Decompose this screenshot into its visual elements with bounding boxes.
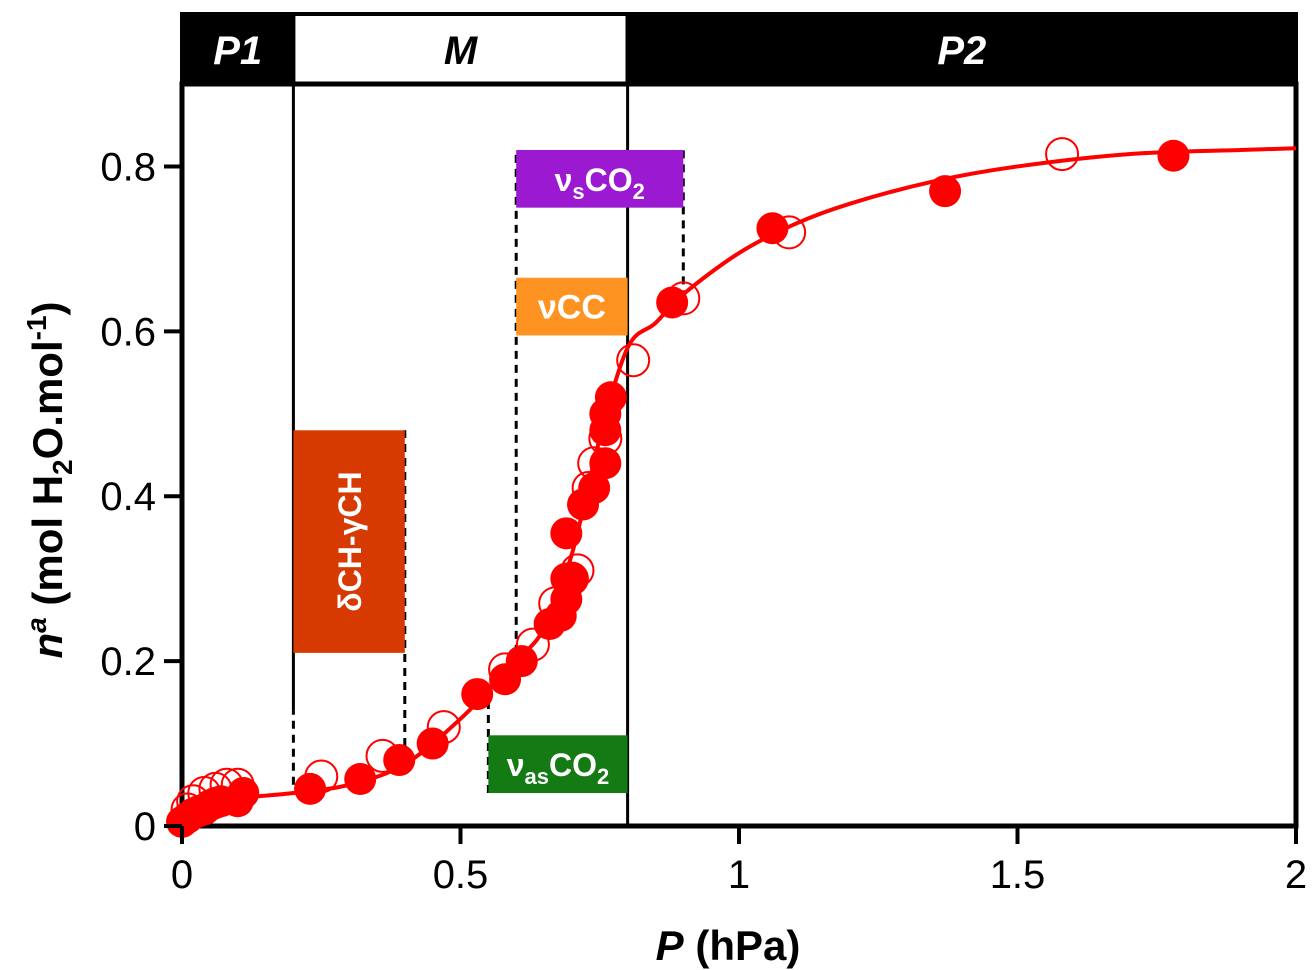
y-tick-label: 0.4	[100, 475, 156, 519]
data-point-open	[365, 738, 400, 773]
data-point-open	[554, 561, 589, 596]
y-tick-label: 0	[134, 805, 156, 849]
data-point-filled	[929, 175, 962, 208]
data-point-filled	[505, 645, 538, 678]
data-point-filled	[416, 727, 449, 760]
data-point-open	[488, 652, 523, 687]
x-tick-label: 1	[728, 853, 750, 897]
data-point-open	[560, 553, 595, 588]
data-point-filled	[1157, 139, 1190, 172]
data-point-filled	[344, 763, 377, 796]
y-tick-label: 0.6	[100, 310, 156, 354]
fit-curve	[181, 146, 1297, 824]
region-label-p2: P2	[937, 29, 986, 73]
fit-curve-layer	[181, 146, 1297, 824]
data-point-open	[426, 710, 461, 745]
data-point-filled	[594, 381, 627, 414]
y-tick-label: 0.8	[100, 145, 156, 189]
data-point-open	[616, 343, 651, 378]
data-point-open	[666, 281, 701, 316]
data-point-open	[220, 767, 255, 802]
x-tick-label: 0.5	[433, 853, 489, 897]
x-axis-label: P (hPa)	[656, 922, 801, 969]
data-point-open	[176, 784, 211, 819]
annotation-box-nu-s-co2	[516, 149, 684, 208]
region-label-m: M	[444, 29, 479, 73]
annotation-label-nu-s-co2: νsCO2	[555, 162, 645, 204]
data-point-open	[1045, 137, 1080, 172]
data-point-open	[588, 421, 623, 456]
data-point-filled	[589, 447, 622, 480]
data-point-filled	[756, 212, 789, 245]
data-point-open	[304, 759, 339, 794]
annotation-label-dch-gch: δCH-γCH	[332, 471, 368, 611]
data-point-open	[209, 767, 244, 802]
region-label-p1: P1	[213, 29, 262, 73]
data-point-open	[577, 446, 612, 481]
x-tick-label: 0	[171, 853, 193, 897]
data-point-filled	[656, 286, 689, 319]
annotation-box-dch-gch	[293, 430, 405, 653]
data-point-open	[515, 627, 550, 662]
annotations: δCH-γCH νCC νsCO2 νasCO2	[293, 149, 684, 794]
data-point-open	[538, 586, 573, 621]
data-point-filled	[383, 744, 416, 777]
annotation-label-nu-as-co2: νasCO2	[507, 747, 610, 789]
ticks: 0 0.5 1 1.5 2 0 0.2 0.4 0.6 0.8	[100, 145, 1307, 897]
data-points	[166, 137, 1190, 838]
annotation-box-nu-as-co2	[488, 735, 628, 794]
data-point-open	[571, 470, 606, 505]
data-point-filled	[461, 678, 494, 711]
y-axis-label: na (mol H2O.mol-1)	[21, 301, 78, 658]
data-point-filled	[550, 517, 583, 550]
annotation-box-nu-cc	[516, 277, 628, 336]
x-tick-label: 2	[1285, 853, 1307, 897]
y-tick-label: 0.2	[100, 640, 156, 684]
data-point-open	[772, 215, 807, 250]
region-bar: P1 M P2	[180, 12, 1298, 86]
annotation-label-nu-cc: νCC	[538, 289, 606, 327]
x-tick-label: 1.5	[990, 853, 1046, 897]
